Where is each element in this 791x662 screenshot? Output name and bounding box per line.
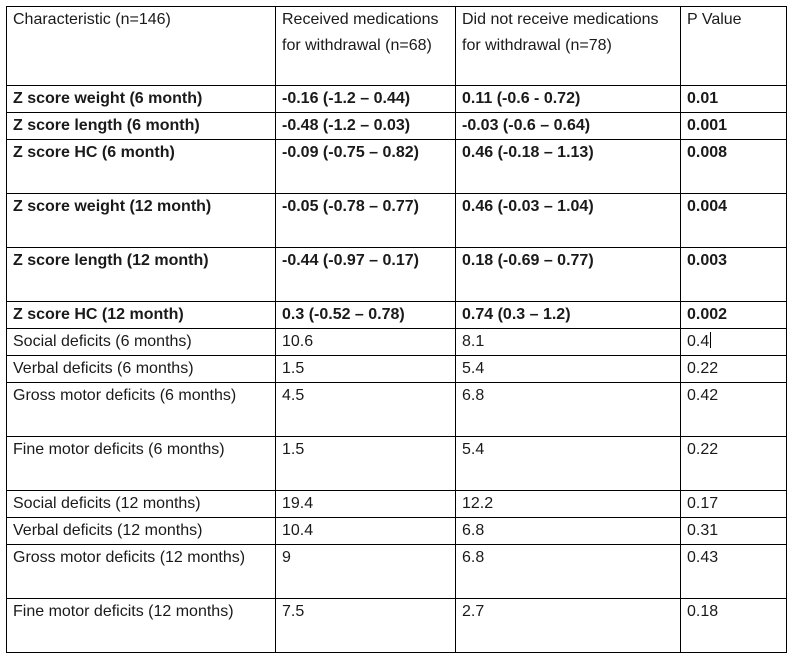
cell-p-value[interactable]: 0.42 <box>680 382 787 437</box>
header-characteristic: Characteristic (n=146) <box>6 6 276 86</box>
cell-p-value[interactable]: 0.003 <box>680 247 787 302</box>
cell-not-received[interactable]: 0.18 (-0.69 – 0.77) <box>455 247 681 302</box>
table-row: Fine motor deficits (6 months) 1.5 5.4 0… <box>6 436 787 491</box>
cell-p-value-text: 0.4 <box>687 333 710 350</box>
cell-not-received[interactable]: 2.7 <box>455 598 681 653</box>
table-row: Verbal deficits (6 months) 1.5 5.4 0.22 <box>6 355 787 383</box>
cell-p-value[interactable]: 0.22 <box>680 355 787 383</box>
table-row: Z score HC (6 month) -0.09 (-0.75 – 0.82… <box>6 139 787 194</box>
cell-characteristic[interactable]: Gross motor deficits (6 months) <box>6 382 276 437</box>
cell-not-received[interactable]: 8.1 <box>455 328 681 356</box>
cell-not-received[interactable]: 6.8 <box>455 382 681 437</box>
table-row: Z score length (12 month) -0.44 (-0.97 –… <box>6 247 787 302</box>
cell-not-received[interactable]: 12.2 <box>455 490 681 518</box>
cell-not-received[interactable]: 6.8 <box>455 544 681 599</box>
cell-characteristic[interactable]: Fine motor deficits (6 months) <box>6 436 276 491</box>
cell-characteristic[interactable]: Social deficits (6 months) <box>6 328 276 356</box>
cell-not-received[interactable]: 5.4 <box>455 355 681 383</box>
table-row: Social deficits (12 months) 19.4 12.2 0.… <box>6 490 787 518</box>
cell-p-value[interactable]: 0.01 <box>680 85 787 113</box>
cell-received[interactable]: -0.16 (-1.2 – 0.44) <box>275 85 456 113</box>
cell-received[interactable]: 9 <box>275 544 456 599</box>
cell-received[interactable]: -0.05 (-0.78 – 0.77) <box>275 193 456 248</box>
cell-characteristic[interactable]: Gross motor deficits (12 months) <box>6 544 276 599</box>
cell-not-received[interactable]: 0.46 (-0.03 – 1.04) <box>455 193 681 248</box>
cell-received[interactable]: 10.4 <box>275 517 456 545</box>
table-row: Fine motor deficits (12 months) 7.5 2.7 … <box>6 598 787 653</box>
cell-characteristic[interactable]: Z score weight (6 month) <box>6 85 276 113</box>
cell-p-value[interactable]: 0.004 <box>680 193 787 248</box>
cell-p-value[interactable]: 0.4 <box>680 328 787 356</box>
cell-characteristic[interactable]: Z score weight (12 month) <box>6 193 276 248</box>
table-row: Verbal deficits (12 months) 10.4 6.8 0.3… <box>6 517 787 545</box>
cell-characteristic[interactable]: Social deficits (12 months) <box>6 490 276 518</box>
cell-p-value[interactable]: 0.008 <box>680 139 787 194</box>
cell-received[interactable]: -0.44 (-0.97 – 0.17) <box>275 247 456 302</box>
text-cursor <box>710 332 712 348</box>
table-row: Gross motor deficits (6 months) 4.5 6.8 … <box>6 382 787 437</box>
cell-p-value[interactable]: 0.001 <box>680 112 787 140</box>
cell-characteristic[interactable]: Z score HC (6 month) <box>6 139 276 194</box>
cell-received[interactable]: -0.09 (-0.75 – 0.82) <box>275 139 456 194</box>
cell-received[interactable]: 1.5 <box>275 436 456 491</box>
cell-not-received[interactable]: 0.74 (0.3 – 1.2) <box>455 301 681 329</box>
cell-characteristic[interactable]: Verbal deficits (12 months) <box>6 517 276 545</box>
cell-not-received[interactable]: 0.11 (-0.6 - 0.72) <box>455 85 681 113</box>
cell-characteristic[interactable]: Z score length (12 month) <box>6 247 276 302</box>
table-row: Social deficits (6 months) 10.6 8.1 0.4 <box>6 328 787 356</box>
cell-characteristic[interactable]: Fine motor deficits (12 months) <box>6 598 276 653</box>
cell-received[interactable]: 19.4 <box>275 490 456 518</box>
header-p-value: P Value <box>680 6 787 86</box>
cell-p-value[interactable]: 0.002 <box>680 301 787 329</box>
cell-not-received[interactable]: -0.03 (-0.6 – 0.64) <box>455 112 681 140</box>
results-table: Characteristic (n=146) Received medicati… <box>6 6 787 653</box>
cell-p-value[interactable]: 0.17 <box>680 490 787 518</box>
table-row: Z score weight (6 month) -0.16 (-1.2 – 0… <box>6 85 787 113</box>
cell-characteristic[interactable]: Z score HC (12 month) <box>6 301 276 329</box>
table-row: Z score length (6 month) -0.48 (-1.2 – 0… <box>6 112 787 140</box>
cell-p-value[interactable]: 0.43 <box>680 544 787 599</box>
cell-received[interactable]: 7.5 <box>275 598 456 653</box>
cell-not-received[interactable]: 0.46 (-0.18 – 1.13) <box>455 139 681 194</box>
header-did-not-receive-medications: Did not receive medications for withdraw… <box>455 6 681 86</box>
table-row: Z score HC (12 month) 0.3 (-0.52 – 0.78)… <box>6 301 787 329</box>
cell-received[interactable]: 10.6 <box>275 328 456 356</box>
cell-received[interactable]: -0.48 (-1.2 – 0.03) <box>275 112 456 140</box>
cell-not-received[interactable]: 5.4 <box>455 436 681 491</box>
table-row: Gross motor deficits (12 months) 9 6.8 0… <box>6 544 787 599</box>
table-row: Z score weight (12 month) -0.05 (-0.78 –… <box>6 193 787 248</box>
header-received-medications: Received medications for withdrawal (n=6… <box>275 6 456 86</box>
cell-received[interactable]: 0.3 (-0.52 – 0.78) <box>275 301 456 329</box>
cell-received[interactable]: 4.5 <box>275 382 456 437</box>
cell-characteristic[interactable]: Verbal deficits (6 months) <box>6 355 276 383</box>
cell-not-received[interactable]: 6.8 <box>455 517 681 545</box>
cell-characteristic[interactable]: Z score length (6 month) <box>6 112 276 140</box>
cell-p-value[interactable]: 0.22 <box>680 436 787 491</box>
cell-p-value[interactable]: 0.18 <box>680 598 787 653</box>
header-row: Characteristic (n=146) Received medicati… <box>6 6 787 86</box>
cell-received[interactable]: 1.5 <box>275 355 456 383</box>
cell-p-value[interactable]: 0.31 <box>680 517 787 545</box>
